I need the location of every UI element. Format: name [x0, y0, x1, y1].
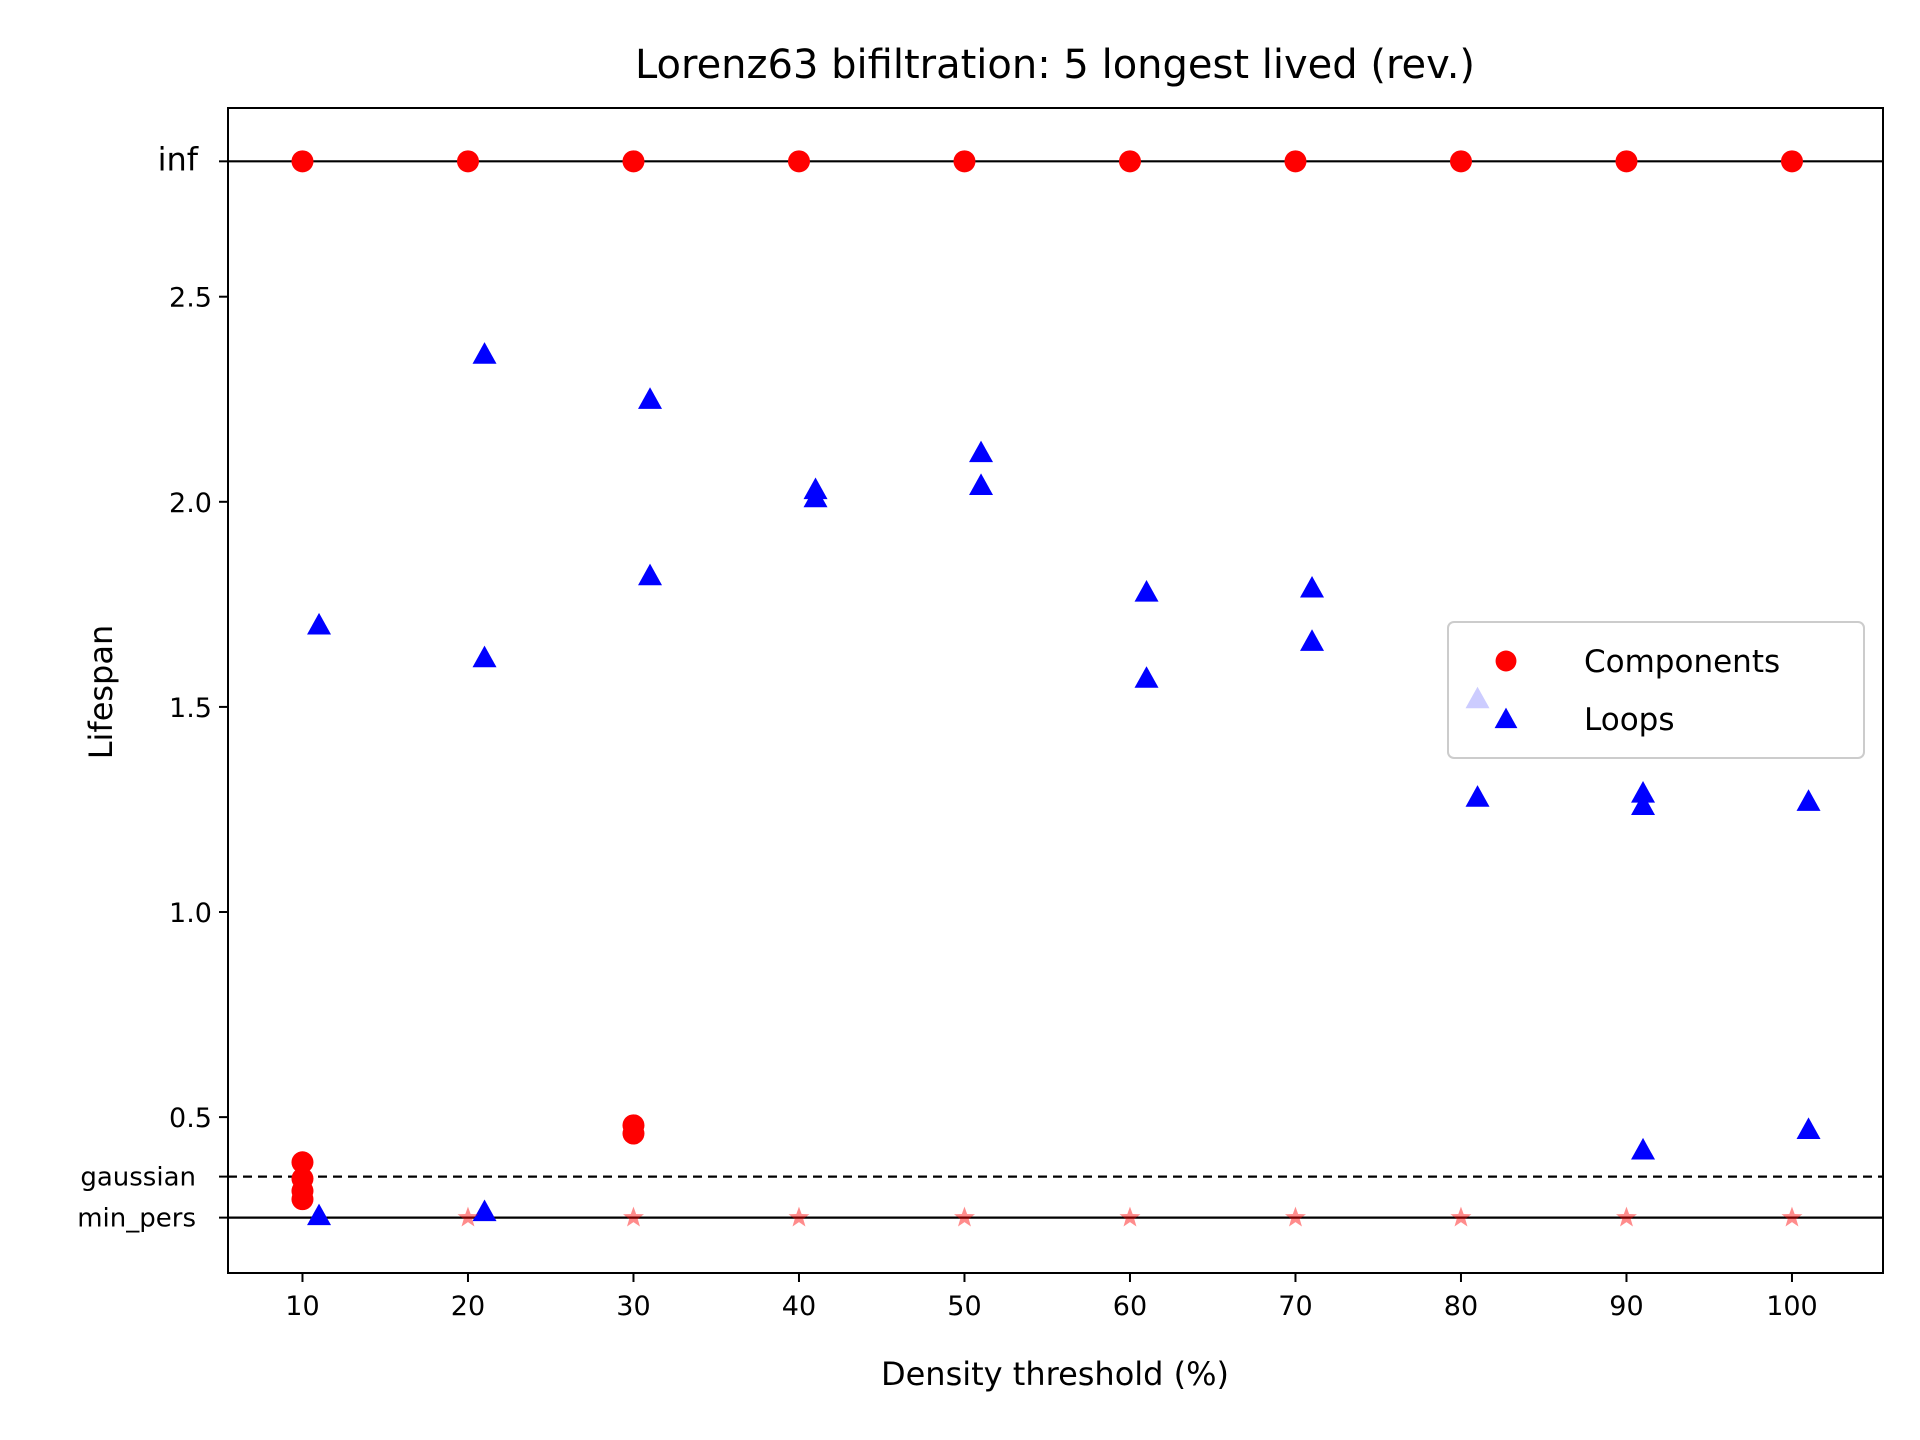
- y-tick-label: 0.5: [169, 1103, 212, 1134]
- loops-point: [472, 645, 497, 668]
- x-tick-label: 40: [782, 1291, 816, 1322]
- loops-point: [969, 473, 994, 495]
- legend-box: [1447, 621, 1865, 759]
- min-pers-star-point: [1285, 1206, 1306, 1227]
- x-tick-label: 10: [285, 1291, 319, 1322]
- legend: Components Loops: [1447, 621, 1865, 759]
- plot-frame: [227, 107, 1884, 1274]
- loops-point: [1796, 1117, 1821, 1140]
- y-axis-label: Lifespan: [82, 625, 120, 760]
- min-pers-star-point: [954, 1206, 975, 1227]
- min-pers-star-point: [788, 1206, 810, 1227]
- components-point: [1615, 150, 1638, 173]
- min-pers-star-point: [1119, 1206, 1141, 1227]
- x-tick-label: 30: [616, 1291, 650, 1322]
- loops-point: [1631, 793, 1656, 815]
- reference-lines: inf gaussian min_pers: [77, 140, 1883, 1234]
- x-tick-label: 90: [1609, 1291, 1643, 1322]
- x-axis-label: Density threshold (%): [881, 1355, 1229, 1393]
- reference-label-min-pers: min_pers: [77, 1204, 196, 1234]
- loops-point: [307, 612, 332, 635]
- min-pers-star-point: [1450, 1206, 1472, 1227]
- reference-label-inf: inf: [158, 140, 199, 178]
- components-point: [953, 150, 976, 173]
- loops-point: [1134, 666, 1159, 688]
- chart-title: Lorenz63 bifiltration: 5 longest lived (…: [635, 42, 1475, 88]
- components-point: [456, 150, 479, 173]
- components-point: [787, 150, 810, 173]
- y-tick-label: 2.0: [169, 488, 212, 519]
- x-tick-label: 50: [947, 1291, 981, 1322]
- loops-point: [1796, 789, 1821, 811]
- loops-point: [638, 563, 663, 586]
- x-tick-label: 80: [1444, 1291, 1478, 1322]
- loops-point: [969, 440, 994, 463]
- components-point: [291, 150, 314, 173]
- loops-point: [1465, 785, 1490, 807]
- x-tick-label: 70: [1278, 1291, 1312, 1322]
- min-pers-star-point: [457, 1206, 479, 1227]
- y-tick-label: 2.5: [169, 283, 212, 314]
- loops-point: [472, 342, 497, 364]
- components-point: [1118, 150, 1141, 173]
- loops-point: [803, 485, 828, 508]
- min-pers-star-point: [1781, 1206, 1803, 1227]
- x-tick-label: 20: [451, 1291, 485, 1322]
- x-tick-label: 60: [1113, 1291, 1147, 1322]
- loops-point: [1300, 629, 1325, 651]
- x-tick-label: 100: [1766, 1291, 1818, 1322]
- components-point: [291, 1188, 314, 1211]
- loops-point: [638, 387, 663, 409]
- components-point: [291, 1151, 314, 1174]
- min-pers-star-point: [1616, 1206, 1637, 1227]
- y-tick-label: 1.0: [169, 898, 212, 929]
- components-point: [1284, 150, 1307, 173]
- axis-ticks: 10 20 30 40 50 60 70 80 90 100 0.5 1.0 1.5 2.0 2.5: [169, 160, 1818, 1322]
- min-pers-star-point: [623, 1206, 644, 1227]
- reference-label-gaussian: gaussian: [80, 1163, 196, 1193]
- loops-point: [1631, 781, 1656, 803]
- components-point: [622, 1122, 645, 1145]
- components-point: [1780, 150, 1803, 173]
- components-point: [622, 150, 645, 173]
- legend-label-components: Components: [1584, 644, 1780, 680]
- legend-label-loops: Loops: [1584, 702, 1675, 738]
- loops-point: [307, 1203, 332, 1226]
- loops-point: [472, 1199, 497, 1222]
- legend-marker-loops: [1494, 707, 1518, 729]
- legend-marker-components: [1495, 650, 1517, 672]
- components-point: [1449, 150, 1472, 173]
- data-points: [291, 150, 1821, 1227]
- loops-point: [1134, 580, 1159, 602]
- loops-point: [1300, 575, 1325, 598]
- loops-point: [1631, 1137, 1656, 1160]
- y-tick-label: 1.5: [169, 693, 212, 724]
